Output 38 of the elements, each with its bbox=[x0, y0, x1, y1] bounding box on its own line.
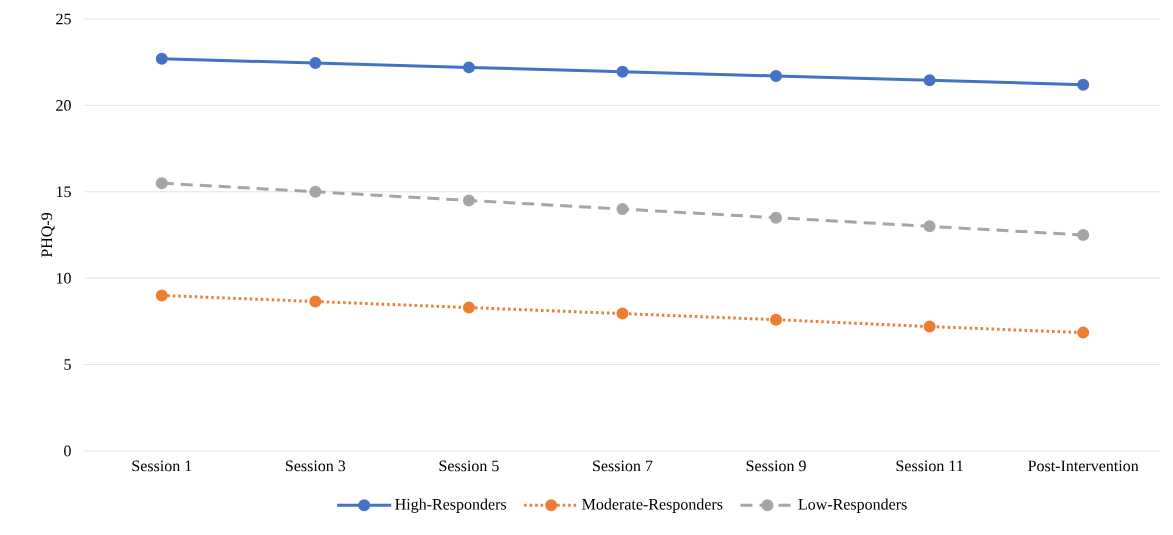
point bbox=[1077, 78, 1090, 91]
point bbox=[770, 313, 783, 326]
y-tick-label: 10 bbox=[56, 272, 71, 284]
point bbox=[1077, 228, 1090, 241]
y-tick-label: 5 bbox=[64, 359, 71, 370]
legend-label: Moderate-Responders bbox=[582, 498, 723, 513]
legend-label: Low-Responders bbox=[798, 498, 907, 513]
point bbox=[462, 301, 475, 314]
x-tick-label: Session 5 bbox=[439, 460, 499, 472]
x-tick-label: Session 9 bbox=[746, 460, 806, 472]
point bbox=[1077, 326, 1090, 339]
x-tick-label: Session 1 bbox=[132, 460, 192, 472]
point bbox=[462, 61, 475, 74]
x-tick-label: Session 3 bbox=[285, 460, 346, 472]
x-tick-label: Post-Intervention bbox=[1028, 460, 1139, 472]
point bbox=[309, 57, 322, 70]
y-axis-title: PHQ-9 bbox=[41, 212, 55, 258]
point bbox=[155, 289, 168, 302]
point bbox=[309, 185, 322, 198]
point bbox=[309, 295, 322, 308]
point bbox=[616, 307, 629, 320]
point bbox=[923, 320, 936, 333]
point bbox=[155, 52, 168, 65]
x-tick-label: Session 11 bbox=[896, 460, 963, 472]
legend-label: High-Responders bbox=[395, 498, 507, 513]
y-tick-label: 15 bbox=[56, 186, 71, 198]
y-tick-label: 0 bbox=[64, 445, 71, 457]
point bbox=[770, 211, 783, 224]
point bbox=[923, 74, 936, 87]
point bbox=[155, 177, 168, 190]
x-tick-label: Session 7 bbox=[593, 460, 653, 472]
y-tick-label: 20 bbox=[56, 100, 71, 111]
point bbox=[616, 203, 629, 216]
point bbox=[770, 70, 783, 83]
point bbox=[616, 65, 629, 78]
point bbox=[923, 220, 936, 233]
point bbox=[462, 194, 475, 207]
y-tick-label: 25 bbox=[56, 13, 71, 25]
